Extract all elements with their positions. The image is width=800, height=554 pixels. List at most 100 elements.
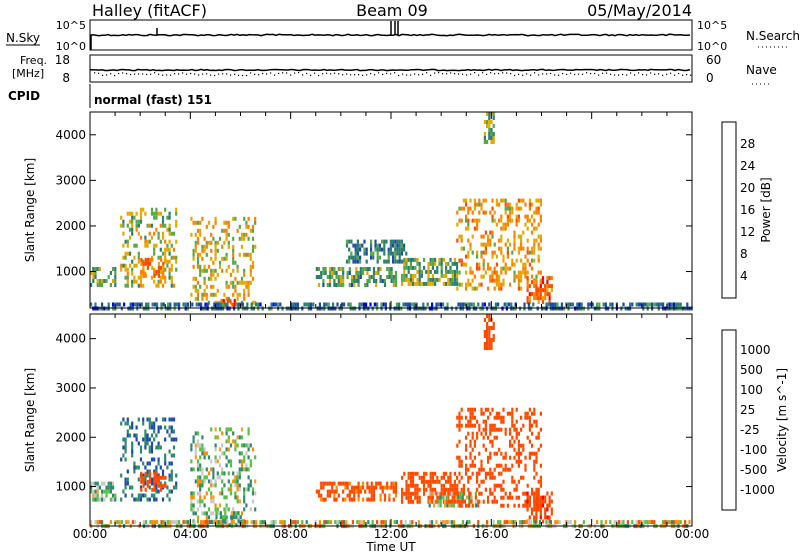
echo-cell — [139, 497, 143, 502]
echo-cell — [128, 251, 132, 256]
echo-cell — [217, 511, 220, 516]
echo-cell — [131, 485, 134, 490]
echo-cell — [247, 455, 250, 460]
echo-cell — [344, 485, 347, 490]
nave-dot — [662, 74, 664, 76]
echo-cell — [178, 520, 181, 525]
echo-cell — [537, 246, 540, 251]
echo-cell — [480, 202, 483, 207]
echo-cell — [159, 223, 162, 228]
echo-cell — [480, 250, 483, 255]
echo-cell — [210, 491, 213, 496]
echo-cell — [409, 520, 412, 525]
echo-cell — [322, 283, 325, 287]
echo-cell — [486, 322, 489, 326]
echo-cell — [423, 471, 426, 476]
echo-cell — [677, 302, 680, 307]
echo-cell — [164, 453, 167, 458]
echo-cell — [520, 246, 523, 251]
echo-cell — [233, 515, 236, 520]
echo-cell — [135, 437, 138, 442]
echo-cell — [368, 279, 371, 283]
nave-dot — [502, 72, 504, 74]
echo-cell — [142, 461, 145, 466]
echo-cell — [488, 334, 491, 338]
echo-cell — [149, 257, 152, 262]
nave-dot — [238, 74, 240, 76]
echo-cell — [467, 475, 470, 480]
echo-cell — [486, 520, 489, 525]
echo-cell — [205, 515, 208, 520]
echo-cell — [401, 495, 404, 500]
echo-cell — [476, 262, 479, 267]
echo-cell — [249, 443, 252, 448]
echo-cell — [346, 485, 349, 490]
echo-cell — [545, 520, 548, 525]
echo-cell — [90, 485, 93, 490]
echo-cell — [186, 302, 189, 307]
echo-cell — [533, 519, 536, 524]
echo-cell — [175, 259, 178, 264]
echo-cell — [466, 495, 469, 500]
echo-cell — [673, 302, 676, 307]
echo-cell — [539, 427, 542, 432]
echo-cell — [160, 475, 163, 480]
echo-cell — [172, 445, 176, 450]
echo-cell — [251, 248, 255, 253]
echo-cell — [237, 519, 240, 524]
echo-cell — [411, 302, 414, 307]
colorbar-tick-label: -100 — [740, 443, 767, 457]
echo-cell — [482, 435, 485, 440]
echo-cell — [103, 279, 106, 283]
echo-cell — [480, 411, 483, 416]
echo-cell — [429, 257, 432, 262]
echo-cell — [153, 302, 156, 307]
echo-cell — [315, 267, 318, 271]
echo-cell — [144, 271, 147, 276]
echo-cell — [535, 511, 538, 516]
echo-cell — [236, 280, 239, 285]
echo-cell — [500, 427, 503, 432]
echo-cell — [125, 520, 128, 525]
echo-cell — [414, 491, 417, 496]
echo-cell — [467, 479, 470, 484]
echo-cell — [376, 302, 379, 307]
echo-cell — [416, 495, 419, 500]
echo-cell — [449, 475, 452, 480]
echo-cell — [107, 302, 110, 307]
echo-cell — [482, 427, 485, 432]
colorbar-tick-label: 20 — [740, 181, 755, 195]
echo-cell — [405, 261, 408, 266]
echo-cell — [526, 270, 529, 275]
echo-cell — [500, 270, 503, 275]
echo-cell — [212, 284, 215, 289]
echo-cell — [148, 417, 151, 422]
echo-cell — [214, 443, 217, 448]
nave-dot — [606, 72, 608, 74]
echo-cell — [535, 226, 538, 231]
echo-cell — [434, 269, 437, 274]
echo-cell — [655, 302, 658, 307]
echo-cell — [245, 252, 248, 257]
echo-cell — [247, 483, 250, 488]
echo-cell — [401, 499, 404, 504]
echo-cell — [251, 236, 255, 241]
echo-cell — [517, 250, 520, 255]
nave-dot — [406, 74, 408, 76]
echo-cell — [164, 437, 167, 442]
echo-cell — [214, 292, 217, 297]
echo-cell — [416, 499, 419, 504]
echo-cell — [662, 520, 665, 525]
echo-cell — [416, 491, 419, 496]
echo-cell — [513, 238, 516, 243]
echo-cell — [412, 479, 415, 484]
echo-cell — [488, 116, 491, 120]
echo-cell — [458, 270, 461, 275]
echo-cell — [161, 497, 165, 502]
echo-cell — [122, 255, 125, 260]
echo-cell — [157, 489, 160, 494]
echo-cell — [192, 220, 195, 225]
echo-cell — [317, 267, 321, 271]
echo-cell — [155, 269, 158, 274]
echo-cell — [315, 275, 318, 279]
